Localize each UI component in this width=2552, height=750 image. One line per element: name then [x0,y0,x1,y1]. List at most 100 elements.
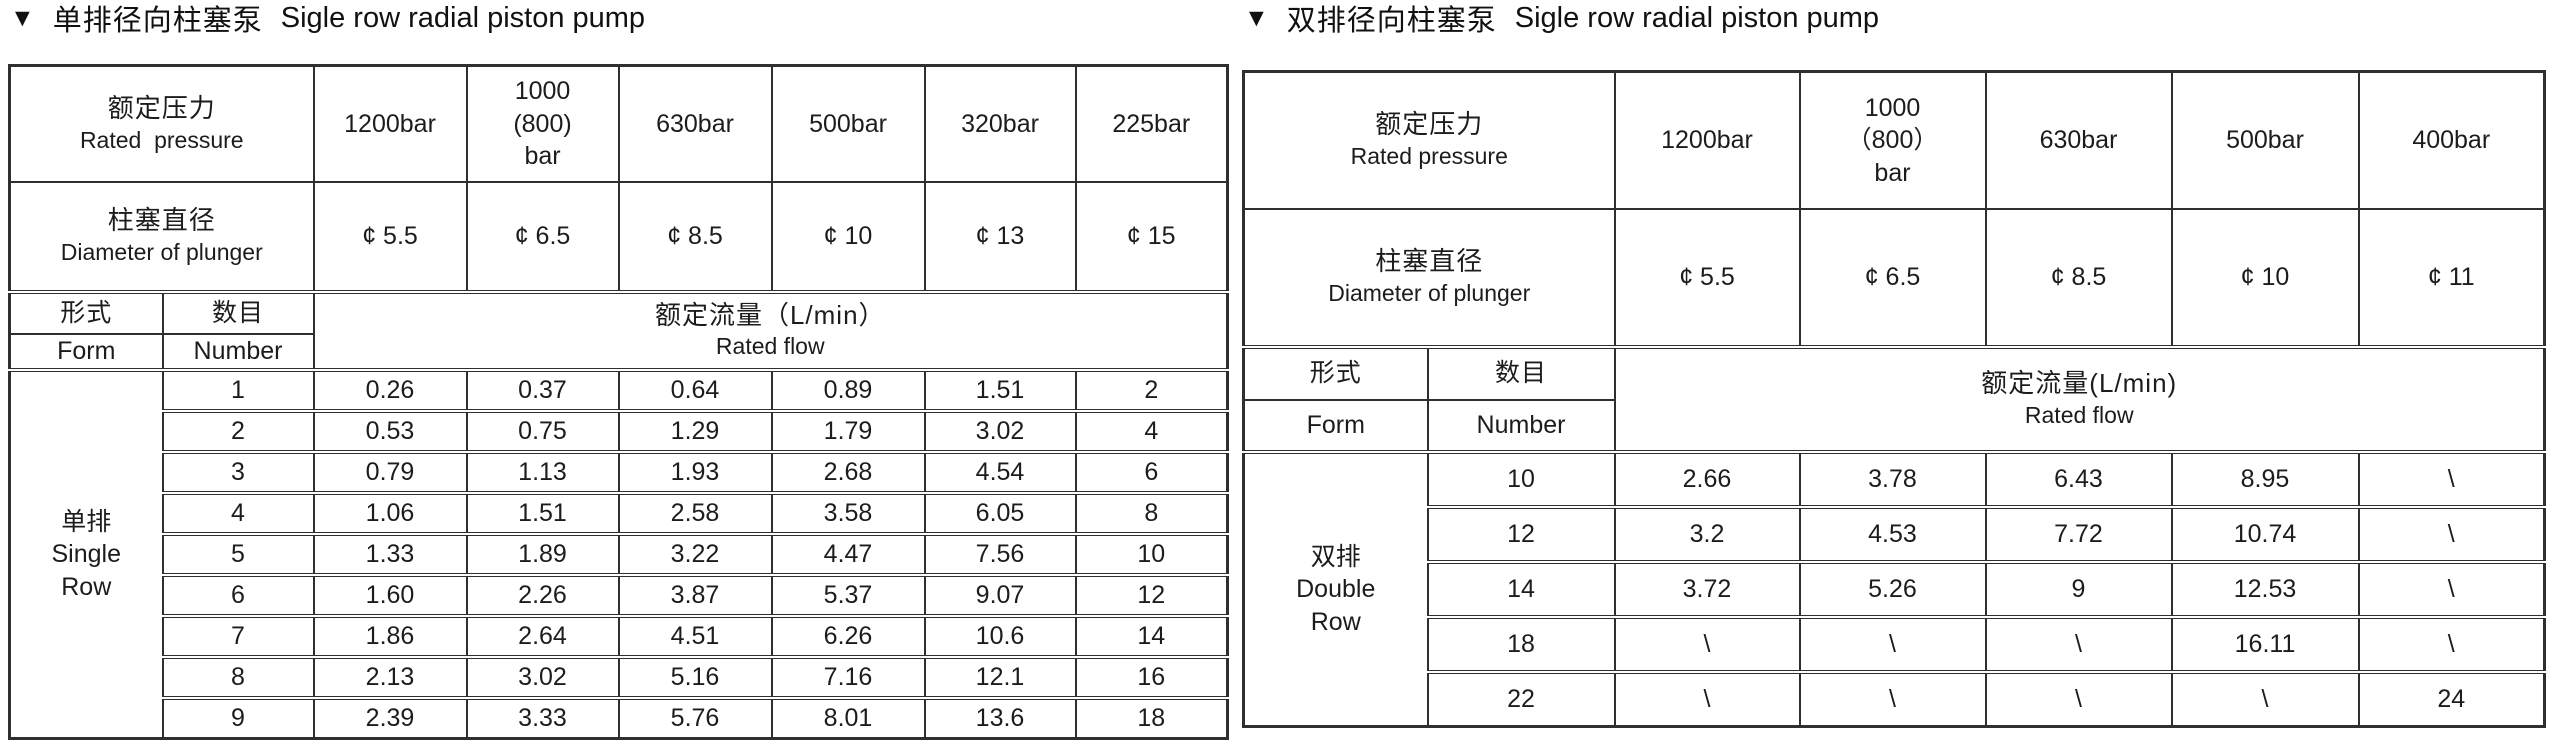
flow-value-cell: 1.51 [465,490,620,535]
header-rows: 额定压力 Rated pressure 1200bar 1000 (800) b… [8,64,1229,371]
rated-pressure-row: 额定压力 Rated pressure 1200bar 1000 （800） b… [1242,70,2546,210]
flow-value-cell: 1.06 [312,490,468,535]
flow-value-cell: \ [1613,614,1801,673]
double-pump-title: ▼ 双排径向柱塞泵 Sigle row radial piston pump [1244,0,1879,38]
label-zh: 额定压力 [1375,109,1484,140]
flow-value-cell: \ [1984,614,2173,673]
flow-value-cell: \ [1798,614,1987,673]
flow-value-cell: \ [2357,504,2546,563]
flow-value-cell: 6 [1074,449,1229,494]
flow-value-cell: 1.93 [617,449,773,494]
number-cell: 1 [161,367,315,412]
flow-value-cell: 0.89 [770,367,926,412]
flow-value-cell: 1.86 [312,613,468,658]
flow-value-cell: 3.72 [1613,559,1801,618]
pressure-value: 1000 (800) bar [465,64,620,183]
table-row: 7 1.86 2.64 4.51 6.26 10.6 14 [10,613,1229,658]
flow-value-cell: 6.43 [1984,449,2173,508]
triangle-marker-icon: ▼ [10,3,35,32]
flow-value-cell: 5.16 [617,654,773,699]
single-pump-title: ▼ 单排径向柱塞泵 Sigle row radial piston pump [10,0,646,38]
diameter-value: ¢ 6.5 [1798,207,1987,348]
number-cell: 14 [1426,559,1616,618]
flow-value-cell: \ [1613,669,1801,728]
diameter-value: ¢ 8.5 [617,180,773,293]
number-label-en: Number [161,332,315,371]
label-zh: 额定流量（L/min） [654,299,886,330]
label-en: Rated pressure [79,126,244,153]
flow-value-cell: 2 [1074,367,1229,412]
table-row: 18 \ \ \ 16.11 \ [1244,614,2546,673]
table-row: 6 1.60 2.26 3.87 5.37 9.07 12 [10,572,1229,617]
data-rows: 双排 Double Row 10 2.66 3.78 6.43 8.95 \ 12 3.2 4.5… [1242,449,2546,728]
single-row-pump-table: 额定压力 Rated pressure 1200bar 1000 (800) b… [8,64,1230,740]
plunger-diameter-row: 柱塞直径 Diameter of plunger ¢ 5.5 ¢ 6.5 ¢ 8… [1242,207,2546,348]
flow-value-cell: 3.78 [1798,449,1987,508]
form-label-zh: 形式 [1242,344,1429,401]
flow-value-cell: 2.13 [312,654,468,699]
form-label-en: Form [8,332,164,371]
flow-value-cell: 10.74 [2170,504,2360,563]
row-group-label: 单排 Single Row [8,367,164,740]
table-row: 22 \ \ \ \ 24 [1244,669,2546,728]
label-zh: 额定压力 [107,92,216,123]
diameter-value: ¢ 5.5 [1613,207,1801,348]
pressure-value: 225bar [1074,64,1229,183]
label-zh: 柱塞直径 [107,205,216,236]
header-rows: 额定压力 Rated pressure 1200bar 1000 （800） b… [1242,70,2546,453]
double-pump-title-zh: 双排径向柱塞泵 [1286,5,1497,37]
flow-value-cell: \ [1798,669,1987,728]
rated-pressure-label: 额定压力 Rated pressure [8,64,315,183]
flow-value-cell: 0.75 [465,408,620,453]
pressure-value: 1200bar [1613,70,1801,210]
flow-value-cell: \ [1984,669,2173,728]
triangle-marker-icon: ▼ [1244,3,1269,32]
pressure-value: 1000 （800） bar [1798,70,1987,210]
flow-value-cell: 12 [1074,572,1229,617]
flow-value-cell: 2.58 [617,490,773,535]
number-cell: 4 [161,490,315,535]
single-pump-title-en: Sigle row radial piston pump [280,1,646,34]
flow-value-cell: 4.51 [617,613,773,658]
flow-value-cell: 8 [1074,490,1229,535]
table-row: 4 1.06 1.51 2.58 3.58 6.05 8 [10,490,1229,535]
flow-value-cell: \ [2357,449,2546,508]
form-number-row-zh: 形式 数目 额定流量(L/min) Rated flow [1242,344,2546,453]
flow-value-cell: 10 [1074,531,1229,576]
table-row: 单排 Single Row 1 0.26 0.37 0.64 0.89 1.51 2 [8,367,1229,740]
flow-value-cell: 2.64 [465,613,620,658]
row-group-label: 双排 Double Row [1242,449,1429,728]
flow-value-cell: 1.79 [770,408,926,453]
form-number-row-zh: 形式 数目 额定流量（L/min） Rated flow [8,289,1229,371]
flow-value-cell: 0.64 [617,367,773,412]
number-cell: 6 [161,572,315,617]
pressure-value: 630bar [1984,70,2173,210]
form-number-row-en: Form Number [8,332,1228,371]
plunger-diameter-label: 柱塞直径 Diameter of plunger [1242,207,1616,348]
flow-value-cell: \ [2170,669,2360,728]
number-cell: 12 [1426,504,1616,563]
diameter-value: ¢ 6.5 [465,180,620,293]
flow-value-cell: 14 [1074,613,1229,658]
rated-pressure-label: 额定压力 Rated pressure [1242,70,1616,210]
flow-value-cell: 3.58 [770,490,926,535]
flow-value-cell: \ [2357,559,2546,618]
flow-value-cell: 1.13 [465,449,620,494]
flow-value-cell: 1.60 [312,572,468,617]
table-row: 8 2.13 3.02 5.16 7.16 12.1 16 [10,654,1229,699]
flow-value-cell: \ [2357,614,2546,673]
flow-value-cell: 12.1 [923,654,1077,699]
number-cell: 3 [161,449,315,494]
label-en: Rated flow [715,333,825,360]
flow-value-cell: 5.76 [617,695,773,740]
form-label-zh: 形式 [8,289,164,335]
flow-value-cell: 5.37 [770,572,926,617]
flow-value-cell: 1.51 [923,367,1077,412]
flow-value-cell: 3.33 [465,695,620,740]
number-label-en: Number [1426,398,1616,453]
flow-value-cell: 7.72 [1984,504,2173,563]
diameter-value: ¢ 8.5 [1984,207,2173,348]
pressure-value: 630bar [617,64,773,183]
flow-value-cell: 9 [1984,559,2173,618]
